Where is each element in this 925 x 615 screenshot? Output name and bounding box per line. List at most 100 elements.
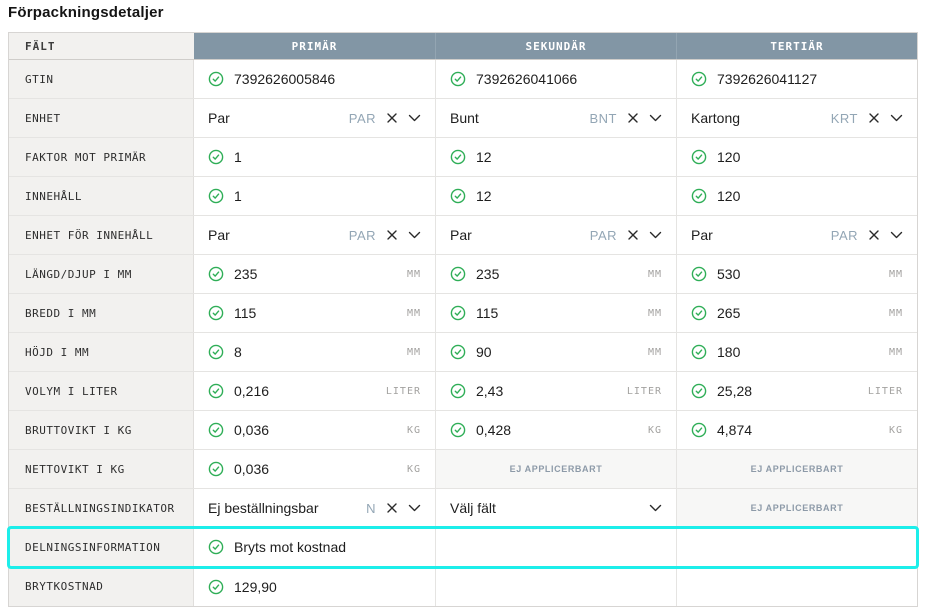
unit-label: LITER: [626, 385, 662, 397]
field-value: 12: [476, 149, 492, 165]
dropdown-field[interactable]: Par PAR: [436, 216, 677, 254]
row-label-cell: BESTÄLLNINGSINDIKATOR: [9, 489, 194, 527]
unit-label: KG: [406, 463, 421, 475]
value-field[interactable]: 0,036 KG: [194, 450, 436, 488]
clear-icon[interactable]: [386, 229, 398, 241]
value-field[interactable]: 129,90: [194, 567, 436, 606]
chevron-down-icon[interactable]: [408, 504, 421, 512]
field-value: 7392626041066: [476, 71, 578, 87]
clear-icon[interactable]: [868, 229, 880, 241]
chevron-down-icon[interactable]: [649, 114, 662, 122]
row-label-cell: BREDD I MM: [9, 294, 194, 332]
dropdown-selected-value: Ej beställningsbar: [208, 500, 319, 516]
value-field[interactable]: Bryts mot kostnad: [194, 528, 436, 566]
unit-label: MM: [406, 268, 421, 280]
value-field[interactable]: 7392626005846: [194, 60, 436, 98]
valid-check-icon: [450, 305, 466, 321]
unit-code: PAR: [589, 227, 617, 243]
value-field[interactable]: 2,43 LITER: [436, 372, 677, 410]
column-header-label: PRIMÄR: [291, 39, 338, 53]
value-field[interactable]: 530 MM: [677, 255, 917, 293]
unit-code: PAR: [830, 227, 858, 243]
unit-label: MM: [888, 268, 903, 280]
unit-label: MM: [406, 346, 421, 358]
value-field[interactable]: 25,28 LITER: [677, 372, 917, 410]
unit-label: KG: [647, 424, 662, 436]
value-field[interactable]: 1: [194, 138, 436, 176]
value-field[interactable]: 7392626041066: [436, 60, 677, 98]
column-header-label: TERTIÄR: [770, 39, 824, 53]
dropdown-field[interactable]: Ej beställningsbar N: [194, 489, 436, 527]
field-value: Bryts mot kostnad: [234, 539, 347, 555]
value-field[interactable]: 120: [677, 177, 917, 215]
valid-check-icon: [208, 266, 224, 282]
value-field[interactable]: 235 MM: [194, 255, 436, 293]
unit-label: MM: [647, 346, 662, 358]
chevron-down-icon[interactable]: [649, 504, 662, 512]
clear-icon[interactable]: [627, 112, 639, 124]
table-row: ENHET Par PAR Bunt BNT: [9, 99, 917, 138]
row-label-cell: DELNINGSINFORMATION: [9, 528, 194, 566]
row-label: ENHET FÖR INNEHÅLL: [25, 228, 154, 242]
unit-label: KG: [406, 424, 421, 436]
column-header-sekund-r: SEKUNDÄR: [436, 33, 677, 59]
clear-icon[interactable]: [868, 112, 880, 124]
dropdown-field[interactable]: Bunt BNT: [436, 99, 677, 137]
unit-code: KRT: [830, 110, 858, 126]
chevron-down-icon[interactable]: [890, 114, 903, 122]
row-label-cell: GTIN: [9, 60, 194, 98]
dropdown-selected-value: Bunt: [450, 110, 479, 126]
clear-icon[interactable]: [386, 112, 398, 124]
valid-check-icon: [450, 266, 466, 282]
chevron-down-icon[interactable]: [408, 231, 421, 239]
row-label: BREDD I MM: [25, 306, 97, 320]
row-label-cell: LÄNGD/DJUP I MM: [9, 255, 194, 293]
value-field[interactable]: 7392626041127: [677, 60, 917, 98]
chevron-down-icon[interactable]: [408, 114, 421, 122]
value-field[interactable]: 0,216 LITER: [194, 372, 436, 410]
valid-check-icon: [208, 344, 224, 360]
value-field[interactable]: 265 MM: [677, 294, 917, 332]
dropdown-field[interactable]: Kartong KRT: [677, 99, 917, 137]
table-row-highlighted: DELNINGSINFORMATION Bryts mot kostnad: [7, 526, 919, 569]
field-value: 115: [234, 305, 257, 321]
field-value: 0,036: [234, 461, 270, 477]
value-field[interactable]: 0,036 KG: [194, 411, 436, 449]
value-field[interactable]: 12: [436, 138, 677, 176]
dropdown-field[interactable]: Par PAR: [194, 216, 436, 254]
not-applicable-label: EJ APPLICERBART: [750, 503, 844, 513]
value-field[interactable]: 4,874 KG: [677, 411, 917, 449]
empty-cell: [436, 567, 677, 606]
table-row: BESTÄLLNINGSINDIKATOR Ej beställningsbar…: [9, 489, 917, 528]
dropdown-selected-value: Par: [208, 227, 230, 243]
value-field[interactable]: 12: [436, 177, 677, 215]
row-label: NETTOVIKT I KG: [25, 462, 125, 476]
value-field[interactable]: 115 MM: [436, 294, 677, 332]
clear-icon[interactable]: [386, 502, 398, 514]
valid-check-icon: [208, 461, 224, 477]
not-applicable-cell: EJ APPLICERBART: [677, 489, 917, 527]
chevron-down-icon[interactable]: [649, 231, 662, 239]
row-label-cell: INNEHÅLL: [9, 177, 194, 215]
value-field[interactable]: 115 MM: [194, 294, 436, 332]
value-field[interactable]: 1: [194, 177, 436, 215]
value-field[interactable]: 0,428 KG: [436, 411, 677, 449]
not-applicable-label: EJ APPLICERBART: [750, 464, 844, 474]
dropdown-field[interactable]: Par PAR: [194, 99, 436, 137]
table-row: HÖJD I MM 8 MM 90 MM 180 MM: [9, 333, 917, 372]
value-field[interactable]: 90 MM: [436, 333, 677, 371]
table-row: BRUTTOVIKT I KG 0,036 KG 0,428 KG 4,874: [9, 411, 917, 450]
dropdown-field[interactable]: Välj fält: [436, 489, 677, 527]
dropdown-field[interactable]: Par PAR: [677, 216, 917, 254]
clear-icon[interactable]: [627, 229, 639, 241]
value-field[interactable]: 180 MM: [677, 333, 917, 371]
value-field[interactable]: 8 MM: [194, 333, 436, 371]
value-field[interactable]: 120: [677, 138, 917, 176]
valid-check-icon: [450, 149, 466, 165]
value-field[interactable]: 235 MM: [436, 255, 677, 293]
chevron-down-icon[interactable]: [890, 231, 903, 239]
field-value: 129,90: [234, 578, 277, 595]
empty-cell: [436, 528, 677, 566]
not-applicable-label: EJ APPLICERBART: [509, 464, 603, 474]
valid-check-icon: [691, 266, 707, 282]
